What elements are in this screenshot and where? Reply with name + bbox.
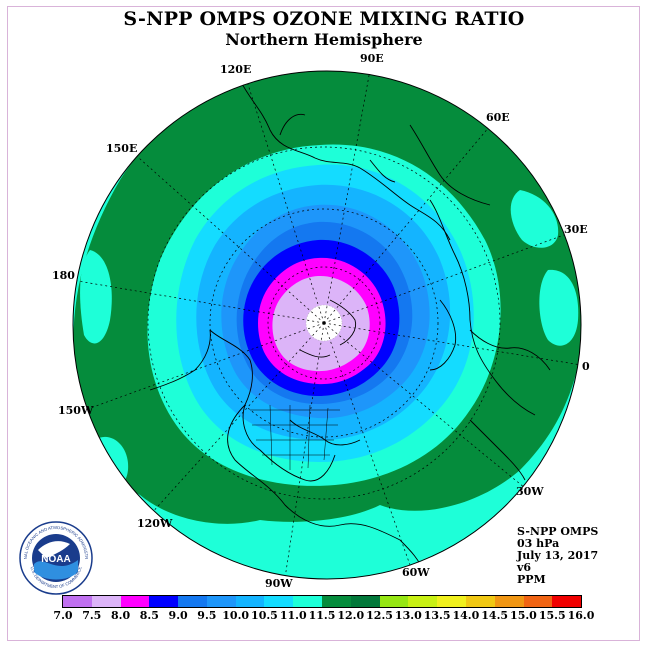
color-scale-label: 15.5 — [538, 609, 566, 622]
coastlines — [149, 79, 551, 576]
color-swatch — [437, 596, 466, 607]
ozone-field — [73, 71, 581, 579]
color-swatch — [149, 596, 179, 607]
color-swatch — [293, 596, 323, 607]
color-scale-label: 8.0 — [110, 609, 131, 622]
lon-label-30w: 30W — [516, 485, 544, 498]
color-scale-label: 12.0 — [337, 609, 365, 622]
info-date: July 13, 2017 — [517, 549, 599, 562]
color-swatch — [178, 596, 207, 607]
info-version: v6 — [517, 561, 532, 574]
lon-label-90w: 90W — [265, 577, 293, 590]
color-swatch — [120, 596, 150, 607]
lon-label-180: 180 — [52, 269, 75, 282]
hemisphere-outline — [72, 70, 582, 580]
color-swatch — [494, 596, 524, 607]
page-subtitle: Northern Hemisphere — [225, 30, 423, 49]
polar-gap-dots — [305, 304, 343, 342]
color-scale-label: 15.0 — [510, 609, 537, 622]
info-level: 03 hPa — [517, 537, 560, 550]
page-frame — [7, 6, 640, 641]
color-swatch — [235, 596, 265, 607]
ozone-patch-east2 — [539, 269, 579, 346]
color-swatch — [465, 596, 495, 607]
ozone-patch-west — [80, 250, 112, 344]
color-scale-label: 9.5 — [197, 609, 217, 622]
color-swatch — [322, 596, 351, 607]
lon-label-90e: 90E — [360, 52, 384, 65]
color-scale-label: 12.5 — [366, 609, 393, 622]
color-scale-bar — [62, 595, 582, 608]
color-swatch — [408, 596, 438, 607]
color-scale-label: 16.0 — [567, 609, 595, 622]
lon-label-120w: 120W — [137, 517, 173, 530]
us-states — [250, 404, 340, 470]
graticule — [73, 71, 581, 579]
noaa-logo: NOAA NATIONAL OCEANIC AND ATMOSPHERIC AD… — [18, 520, 93, 595]
page-title: S-NPP OMPS OZONE MIXING RATIO — [123, 8, 525, 30]
color-scale-label: 11.5 — [308, 609, 336, 622]
color-scale-labels: 7.0 7.5 8.0 8.5 9.0 9.5 10.0 10.5 11.0 11.5 12.0 12… — [53, 608, 594, 622]
color-swatch — [206, 596, 236, 607]
lon-label-150e: 150E — [106, 142, 137, 155]
lon-label-30e: 30E — [564, 223, 588, 236]
color-swatch — [379, 596, 409, 607]
color-scale-label: 14.0 — [452, 609, 480, 622]
info-units: PPM — [517, 573, 546, 586]
color-swatch — [523, 596, 553, 607]
ozone-patch-east — [510, 190, 559, 248]
lon-label-150w: 150W — [58, 404, 94, 417]
color-scale-label: 7.0 — [53, 609, 73, 622]
lon-label-0: 0 — [582, 360, 590, 373]
lon-label-120e: 120E — [220, 63, 251, 76]
color-swatch — [91, 596, 121, 607]
lon-label-60e: 60E — [486, 111, 510, 124]
color-swatch — [350, 596, 380, 607]
color-scale-label: 10.0 — [222, 609, 250, 622]
color-swatch — [552, 596, 582, 607]
color-scale-label: 14.5 — [481, 609, 509, 622]
color-scale: 7.0 7.5 8.0 8.5 9.0 9.5 10.0 10.5 11.0 11.5 12.0 12… — [53, 595, 594, 622]
color-scale-label: 7.5 — [82, 609, 102, 622]
color-scale-label: 13.0 — [394, 609, 422, 622]
color-scale-label: 13.5 — [423, 609, 451, 622]
lon-label-60w: 60W — [402, 566, 430, 579]
color-swatch — [63, 596, 92, 607]
info-block: S-NPP OMPS 03 hPa July 13, 2017 v6 PPM — [517, 526, 598, 586]
color-scale-label: 10.5 — [251, 609, 278, 622]
color-swatch — [264, 596, 294, 607]
ozone-patch-south — [290, 535, 363, 579]
color-scale-label: 9.0 — [168, 609, 188, 622]
color-scale-label: 8.5 — [139, 609, 159, 622]
info-instrument: S-NPP OMPS — [517, 525, 599, 538]
logo-text: NOAA — [41, 554, 70, 565]
color-scale-label: 11.0 — [279, 609, 307, 622]
